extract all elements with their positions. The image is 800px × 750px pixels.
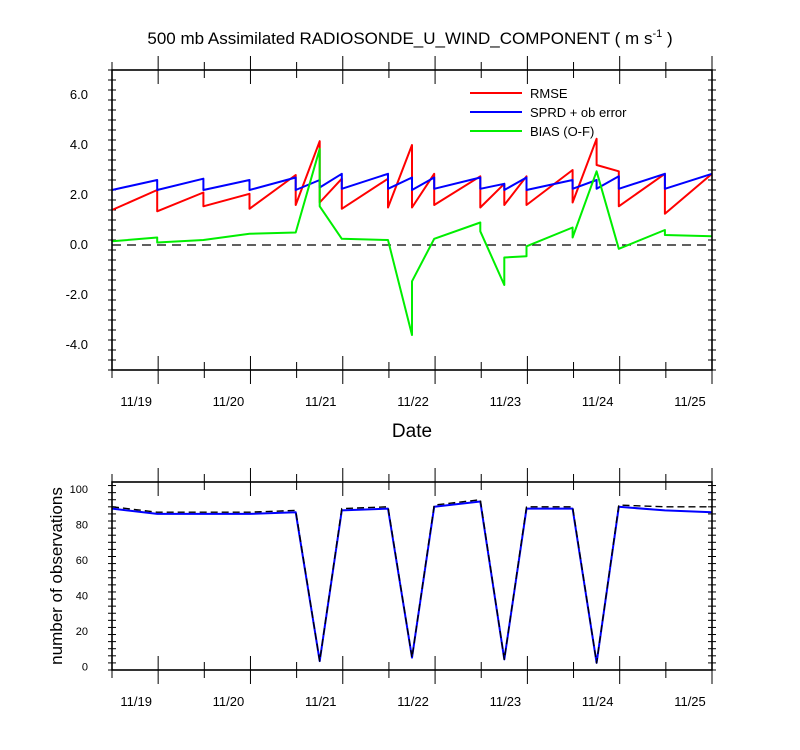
x-tick-label: 11/25: [674, 394, 706, 409]
legend-bias-label: BIAS (O-F): [530, 124, 594, 139]
series-line-obs-used: [111, 500, 713, 664]
top-x-tick-labels: 11/19 11/20 11/21 11/22 11/23 11/24 11/25: [120, 394, 705, 409]
y-axis-title-observations: number of observations: [47, 487, 66, 665]
chart-title-superscript: -1: [652, 28, 662, 40]
legend: RMSE SPRD + ob error BIAS (O-F): [470, 86, 627, 139]
x-tick-label: 11/22: [397, 394, 429, 409]
series-line-bias-o-f: [111, 147, 713, 336]
series-line-rmse: [111, 137, 713, 215]
x-tick-label: 11/25: [674, 694, 706, 709]
y-tick-label: 40: [76, 591, 88, 603]
legend-rmse-label: RMSE: [530, 86, 568, 101]
x-tick-label: 11/19: [120, 694, 152, 709]
x-tick-label: 11/21: [305, 694, 337, 709]
x-tick-label: 11/23: [490, 394, 522, 409]
chart-title: 500 mb Assimilated RADIOSONDE_U_WIND_COM…: [147, 28, 672, 48]
y-tick-label: 2.0: [70, 187, 88, 202]
x-tick-label: 11/24: [582, 394, 614, 409]
x-tick-label: 11/20: [213, 694, 245, 709]
bottom-series-group: [111, 499, 713, 664]
x-tick-label: 11/22: [397, 694, 429, 709]
top-series-group: [111, 137, 713, 336]
y-tick-label: 4.0: [70, 137, 88, 152]
bottom-x-tick-labels: 11/19 11/20 11/21 11/22 11/23 11/24 11/25: [120, 694, 705, 709]
top-y-tick-labels: -4.0 -2.0 0.0 2.0 4.0 6.0: [66, 87, 88, 352]
bottom-plot-frame: [111, 481, 713, 671]
x-axis-title: Date: [392, 421, 432, 442]
x-tick-label: 11/24: [582, 694, 614, 709]
y-tick-label: -4.0: [66, 337, 88, 352]
chart-title-end: ): [662, 29, 672, 48]
x-tick-label: 11/21: [305, 394, 337, 409]
x-tick-label: 11/20: [213, 394, 245, 409]
legend-sprd-label: SPRD + ob error: [530, 105, 627, 120]
y-tick-label: 100: [70, 484, 88, 496]
y-tick-label: 60: [76, 555, 88, 567]
x-tick-label: 11/23: [490, 694, 522, 709]
top-panel: -4.0 -2.0 0.0 2.0 4.0 6.0 11/19 11/20 11/21 11/2…: [66, 56, 716, 442]
series-line-sprd-ob-error: [111, 172, 713, 191]
y-tick-label: 80: [76, 520, 88, 532]
y-tick-label: 0: [82, 661, 88, 673]
y-tick-label: 0.0: [70, 237, 88, 252]
series-line-obs-possible: [111, 499, 712, 664]
x-tick-label: 11/19: [120, 394, 152, 409]
bottom-y-tick-labels: 0 20 40 60 80 100: [70, 484, 88, 673]
y-tick-label: 6.0: [70, 87, 88, 102]
top-plot-frame: [111, 69, 713, 371]
y-tick-label: -2.0: [66, 287, 88, 302]
y-tick-label: 20: [76, 626, 88, 638]
